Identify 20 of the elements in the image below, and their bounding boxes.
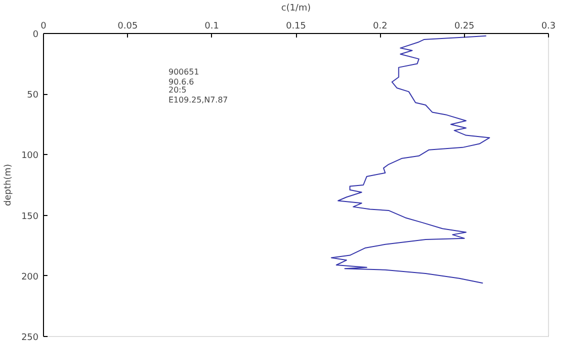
y-tick-label: 100 [21,151,39,162]
annotation: 900651 [168,68,200,76]
y-tick-label: 250 [21,333,39,343]
x-tick-label: 0 [40,22,47,32]
annotation: 20:5 [168,86,186,94]
line-series [330,35,490,284]
annotation: E109.25,N7.87 [168,96,228,104]
x-tick-label: 0.2 [373,22,388,32]
x-axis-title: c(1/m) [281,4,311,14]
y-tick-label: 200 [21,272,39,282]
x-tick-label: 0.05 [118,22,138,32]
annotation: 90.6.6 [168,78,194,86]
x-tick-label: 0.1 [204,22,220,32]
y-tick-label: 50 [27,90,39,101]
x-tick-label: 0.15 [286,22,306,32]
y-tick-label: 150 [21,212,39,222]
y-axis-title: depth(m) [3,164,14,206]
x-tick-label: 0.25 [454,22,474,32]
y-tick-label: 0 [32,30,39,40]
x-tick-label: 0.3 [541,22,556,32]
